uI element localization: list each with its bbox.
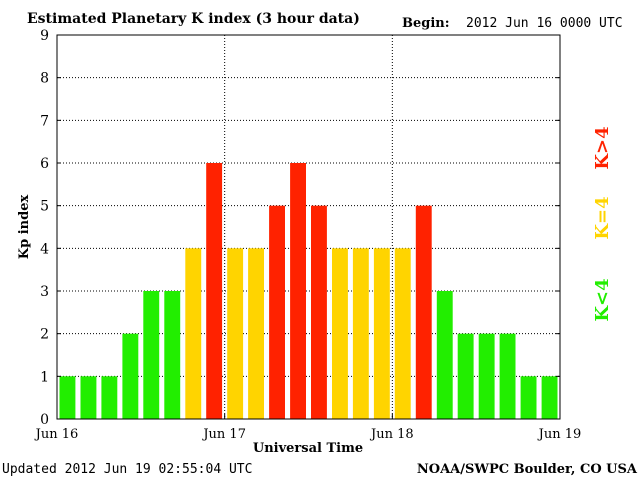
x-axis-ticks: Jun 16 Jun 17 Jun 18 Jun 19 <box>34 414 582 442</box>
kp-bar <box>290 163 306 419</box>
x-tick-label: Jun 19 <box>537 427 582 442</box>
kp-bar <box>269 205 285 419</box>
kp-bar <box>352 248 369 419</box>
kp-bar <box>457 333 474 419</box>
kp-bar <box>332 248 348 419</box>
credit-text: NOAA/SWPC Boulder, CO USA <box>417 462 638 477</box>
kp-bar <box>206 163 223 419</box>
kp-bar <box>185 248 202 419</box>
y-tick-label: 9 <box>40 28 49 44</box>
y-tick-label: 8 <box>40 71 49 87</box>
kp-bar <box>436 291 453 419</box>
kp-bar <box>541 376 558 419</box>
y-axis-ticks: 0 1 2 3 4 5 6 7 8 9 <box>40 28 560 428</box>
kp-bar <box>80 376 97 419</box>
kp-bar <box>520 376 537 419</box>
kp-bar <box>122 333 139 419</box>
begin-value: 2012 Jun 16 0000 UTC <box>466 16 623 31</box>
y-tick-label: 1 <box>40 369 49 385</box>
legend: K<4 K=4 K>4 <box>592 126 613 321</box>
kp-bar <box>248 248 264 419</box>
y-tick-label: 0 <box>40 412 49 428</box>
x-axis-label: Universal Time <box>253 441 363 456</box>
updated-text: Updated 2012 Jun 19 02:55:04 UTC <box>2 462 252 477</box>
begin-label: Begin: <box>402 16 450 31</box>
y-tick-label: 6 <box>40 156 49 172</box>
kp-bar <box>394 248 411 419</box>
x-tick-label: Jun 17 <box>201 427 246 442</box>
chart-title: Estimated Planetary K index (3 hour data… <box>27 11 360 27</box>
y-tick-label: 7 <box>40 113 49 129</box>
kp-bar <box>478 333 495 419</box>
kp-bar <box>227 248 244 419</box>
kp-bar <box>164 291 181 419</box>
kp-bar <box>101 376 118 419</box>
legend-item: K<4 <box>592 278 613 321</box>
kp-bar <box>143 291 160 419</box>
kp-bar <box>311 205 327 419</box>
kp-bar <box>415 205 432 419</box>
kp-bar <box>373 248 390 419</box>
kp-bar <box>499 333 516 419</box>
legend-item: K=4 <box>592 196 613 239</box>
y-tick-label: 2 <box>40 327 49 343</box>
kp-bar <box>59 376 76 419</box>
x-tick-label: Jun 16 <box>34 427 79 442</box>
legend-item: K>4 <box>592 126 613 169</box>
y-axis-label: Kp index <box>17 195 32 260</box>
bars <box>59 163 558 419</box>
y-tick-label: 4 <box>40 241 49 257</box>
x-tick-label: Jun 18 <box>369 427 414 442</box>
y-tick-label: 5 <box>40 199 49 215</box>
y-tick-label: 3 <box>40 284 49 300</box>
plot-frame <box>56 34 561 420</box>
